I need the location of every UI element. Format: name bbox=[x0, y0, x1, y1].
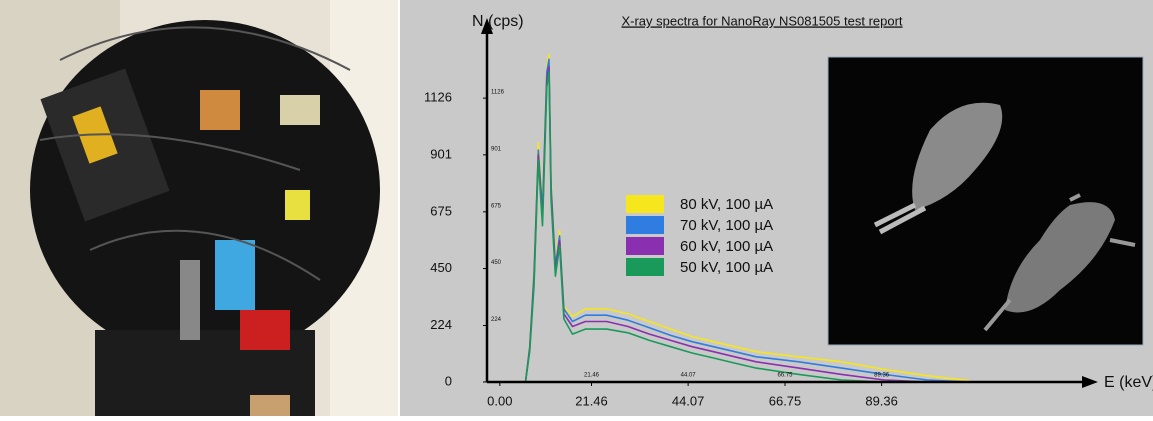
x-tick-label: 89.36 bbox=[865, 393, 898, 408]
x-tick-label: 0.00 bbox=[487, 393, 512, 408]
y-tick-inner-label: 1126 bbox=[491, 90, 505, 96]
x-tick-inner-label: 66.75 bbox=[778, 373, 794, 379]
y-tick-label: 0 bbox=[445, 373, 452, 388]
x-tick-label: 66.75 bbox=[769, 393, 802, 408]
y-tick-inner-label: 901 bbox=[491, 146, 502, 152]
y-axis-arrow bbox=[481, 18, 493, 34]
chart-title: X-ray spectra for NanoRay NS081505 test … bbox=[621, 13, 902, 28]
y-tick-inner-label: 450 bbox=[491, 260, 502, 266]
legend-label: 50 kV, 100 µA bbox=[680, 259, 773, 276]
legend-label: 80 kV, 100 µA bbox=[680, 196, 773, 213]
x-tick-inner-label: 89.36 bbox=[874, 373, 890, 379]
y-tick-inner-label: 224 bbox=[491, 317, 502, 323]
y-tick-label: 224 bbox=[430, 317, 452, 332]
series-line bbox=[524, 71, 970, 383]
legend-swatch bbox=[626, 195, 664, 213]
y-tick-inner-label: 675 bbox=[491, 203, 502, 209]
inset-image bbox=[827, 56, 1144, 346]
y-tick-label: 901 bbox=[430, 146, 452, 161]
legend-swatch bbox=[626, 216, 664, 234]
x-axis-label: E (keV) bbox=[1104, 374, 1153, 391]
x-tick-inner-label: 44.07 bbox=[681, 373, 697, 379]
x-axis-arrow bbox=[1082, 376, 1098, 388]
legend-swatch bbox=[626, 258, 664, 276]
y-tick-label: 450 bbox=[430, 260, 452, 275]
x-tick-label: 44.07 bbox=[672, 393, 705, 408]
photo bbox=[0, 0, 398, 416]
x-tick-label: 21.46 bbox=[575, 393, 608, 408]
x-tick-inner-label: 21.46 bbox=[584, 373, 600, 379]
y-tick-label: 1126 bbox=[424, 90, 452, 105]
y-tick-label: 675 bbox=[430, 203, 452, 218]
plot bbox=[524, 53, 970, 383]
legend-label: 60 kV, 100 µA bbox=[680, 238, 773, 255]
legend-swatch bbox=[626, 237, 664, 255]
y-axis-label: N (cps) bbox=[472, 13, 524, 30]
legend: 80 kV, 100 µA 70 kV, 100 µA 60 kV, 100 µA 5… bbox=[626, 195, 773, 276]
legend-label: 70 kV, 100 µA bbox=[680, 217, 773, 234]
